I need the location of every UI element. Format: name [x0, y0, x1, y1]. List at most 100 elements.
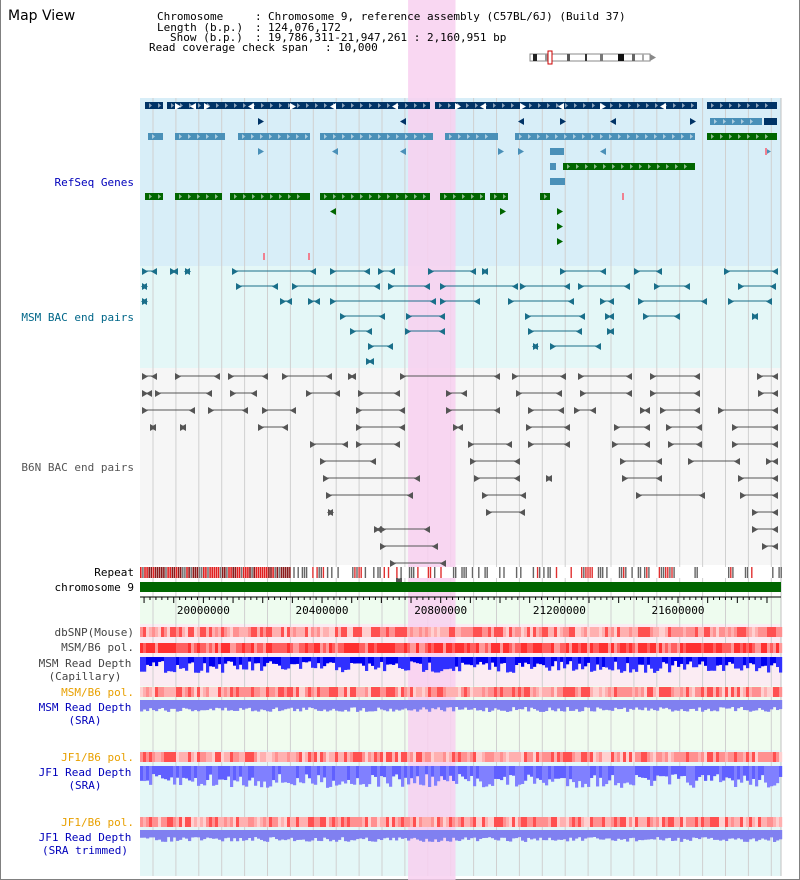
jf1-pol-strip — [497, 752, 501, 762]
jf1-depth-sra — [308, 766, 312, 779]
jf1-depth-trim — [668, 830, 672, 838]
jf1-depth-trim — [332, 830, 336, 840]
msm-pol2-strip — [308, 687, 312, 697]
msm-depth-cap — [656, 657, 660, 671]
msm-pol2-strip — [305, 687, 309, 697]
strand-arrow — [582, 134, 585, 139]
track-label-jf1-b6-pol2[interactable]: JF1/B6 pol. — [61, 816, 134, 829]
gene-arrow — [190, 103, 196, 110]
jf1-depth-trim — [581, 830, 585, 841]
msm-pol2-strip — [440, 687, 444, 697]
msm-depth-sra — [569, 700, 573, 711]
msm-depth-sra — [593, 700, 597, 712]
msm-depth-cap — [665, 657, 669, 664]
repeat-element — [205, 567, 207, 578]
msm-depth-cap — [647, 657, 651, 665]
jf1-pol2-strip — [218, 817, 222, 827]
msm-pol2-strip — [254, 687, 258, 697]
jf1-pol2-strip — [392, 817, 396, 827]
track-label-jf1-depth-trim[interactable]: JF1 Read Depth (SRA trimmed) — [38, 831, 132, 857]
jf1-depth-trim — [242, 830, 246, 841]
b6n-bac-end — [558, 407, 564, 414]
jf1-depth-sra — [683, 766, 687, 776]
repeat-element — [417, 567, 419, 578]
msm-pol-strip — [245, 643, 249, 653]
track-label-msm-depth-cap[interactable]: MSM Read Depth (Capillary) — [38, 657, 132, 683]
msm-depth-sra — [584, 700, 588, 708]
msm-pol2-strip — [566, 687, 570, 697]
msm-bac-end — [595, 343, 601, 350]
jf1-pol2-strip — [659, 817, 663, 827]
jf1-depth-trim — [527, 830, 531, 838]
msm-depth-cap — [458, 657, 462, 672]
track-label-b6n-bac[interactable]: B6N BAC end pairs — [21, 461, 134, 474]
msm-depth-cap — [278, 657, 282, 666]
msm-bac-end — [368, 343, 374, 350]
jf1-depth-sra — [524, 766, 528, 781]
jf1-depth-sra — [341, 766, 345, 782]
track-label-repeat[interactable]: Repeat — [94, 566, 134, 579]
jf1-depth-trim — [233, 830, 237, 839]
jf1-pol-strip — [386, 752, 390, 762]
jf1-depth-sra — [176, 766, 180, 778]
msm-pol2-strip — [329, 687, 333, 697]
msm-depth-cap — [614, 657, 618, 662]
msm-depth-cap — [638, 657, 642, 665]
msm-pol2-strip — [455, 687, 459, 697]
b6n-bac-end — [772, 458, 778, 465]
track-label-refseq[interactable]: RefSeq Genes — [54, 176, 134, 189]
msm-pol2-strip — [767, 687, 771, 697]
msm-bac-end — [142, 268, 148, 275]
strand-arrow — [360, 103, 363, 108]
msm-depth-cap — [338, 657, 342, 668]
msm-pol-strip — [575, 643, 579, 653]
jf1-depth-trim — [548, 830, 552, 838]
track-label-msm-bac[interactable]: MSM BAC end pairs — [21, 311, 134, 324]
jf1-pol-strip — [149, 752, 153, 762]
jf1-pol-strip — [560, 752, 564, 762]
track-label-msm-b6-pol[interactable]: MSM/B6 pol. — [61, 641, 134, 654]
jf1-depth-trim — [458, 830, 462, 842]
track-label-msm-b6-pol2[interactable]: MSM/B6 pol. — [61, 686, 134, 699]
strand-arrow — [324, 103, 327, 108]
msm-pol2-strip — [431, 687, 435, 697]
jf1-depth-trim — [629, 830, 633, 839]
jf1-depth-sra — [737, 766, 741, 780]
msm-depth-sra — [329, 700, 333, 711]
jf1-depth-sra — [197, 766, 201, 786]
strand-arrow — [576, 164, 579, 169]
jf1-depth-trim — [689, 830, 693, 841]
msm-pol2-strip — [179, 687, 183, 697]
dbsnp-strip — [308, 627, 312, 637]
repeat-element — [599, 567, 602, 578]
jf1-depth-trim — [218, 830, 222, 840]
msm-depth-sra — [719, 700, 723, 708]
msm-depth-cap — [251, 657, 255, 671]
msm-pol2-strip — [428, 687, 432, 697]
track-label-msm-depth-sra[interactable]: MSM Read Depth (SRA) — [38, 701, 132, 727]
jf1-pol2-strip — [383, 817, 387, 827]
strand-arrow — [215, 134, 218, 139]
msm-depth-sra — [227, 700, 231, 711]
msm-pol-strip — [731, 643, 735, 653]
jf1-pol2-strip — [731, 817, 735, 827]
msm-pol2-strip — [578, 687, 582, 697]
jf1-pol-strip — [323, 752, 327, 762]
strand-arrow — [655, 103, 658, 108]
track-label-jf1-depth-sra[interactable]: JF1 Read Depth (SRA) — [38, 766, 132, 792]
track-label-jf1-b6-pol[interactable]: JF1/B6 pol. — [61, 751, 134, 764]
msm-depth-sra — [413, 700, 417, 710]
track-label-dbsnp[interactable]: dbSNP(Mouse) — [54, 626, 134, 639]
repeat-element — [207, 567, 209, 578]
b6n-bac-end — [142, 390, 148, 397]
b6n-bac-end — [150, 424, 156, 431]
msm-depth-cap — [281, 657, 285, 670]
gene-arrow — [248, 103, 254, 110]
msm-pol2-strip — [212, 687, 216, 697]
b6n-bac-end — [772, 475, 778, 482]
strand-arrow — [732, 119, 735, 124]
strand-arrow — [637, 103, 640, 108]
jf1-pol-strip — [194, 752, 198, 762]
jf1-pol2-strip — [371, 817, 375, 827]
